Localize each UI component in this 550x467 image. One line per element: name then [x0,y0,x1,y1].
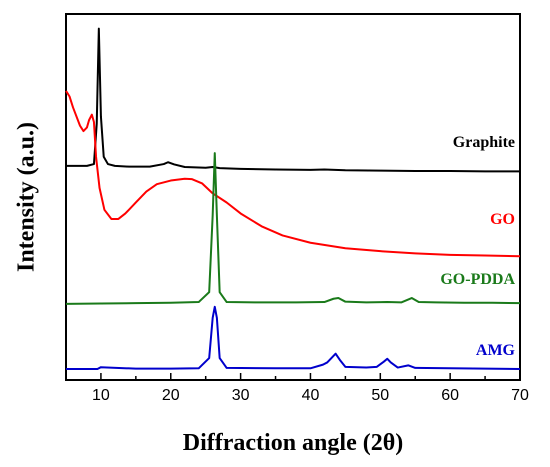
series-line-graphite [66,27,520,173]
series-line-go [65,90,521,258]
series-labels: Graphite GO GO-PDDA AMG [440,134,515,359]
x-tick-label: 30 [232,387,250,404]
plot-frame [65,13,521,381]
series-line-go-pdda [65,152,521,305]
x-tick-label: 50 [371,387,389,404]
series-label-go: GO [490,211,515,228]
y-axis-title: Intensity (a.u.) [14,122,40,272]
x-axis-ticks: 10 20 30 40 50 60 70 [65,373,529,404]
x-tick-label: 40 [302,387,320,404]
x-tick-label: 20 [162,387,180,404]
x-tick-label: 70 [511,387,529,404]
x-tick-label: 60 [441,387,459,404]
x-axis-title: Diffraction angle (2θ) [183,430,403,456]
series-label-graphite: Graphite [453,134,515,151]
series-line-amg [66,305,521,371]
x-tick-label: 10 [92,387,110,404]
series-lines [65,27,521,371]
series-label-go-pdda: GO-PDDA [440,271,515,288]
series-label-amg: AMG [476,342,516,359]
